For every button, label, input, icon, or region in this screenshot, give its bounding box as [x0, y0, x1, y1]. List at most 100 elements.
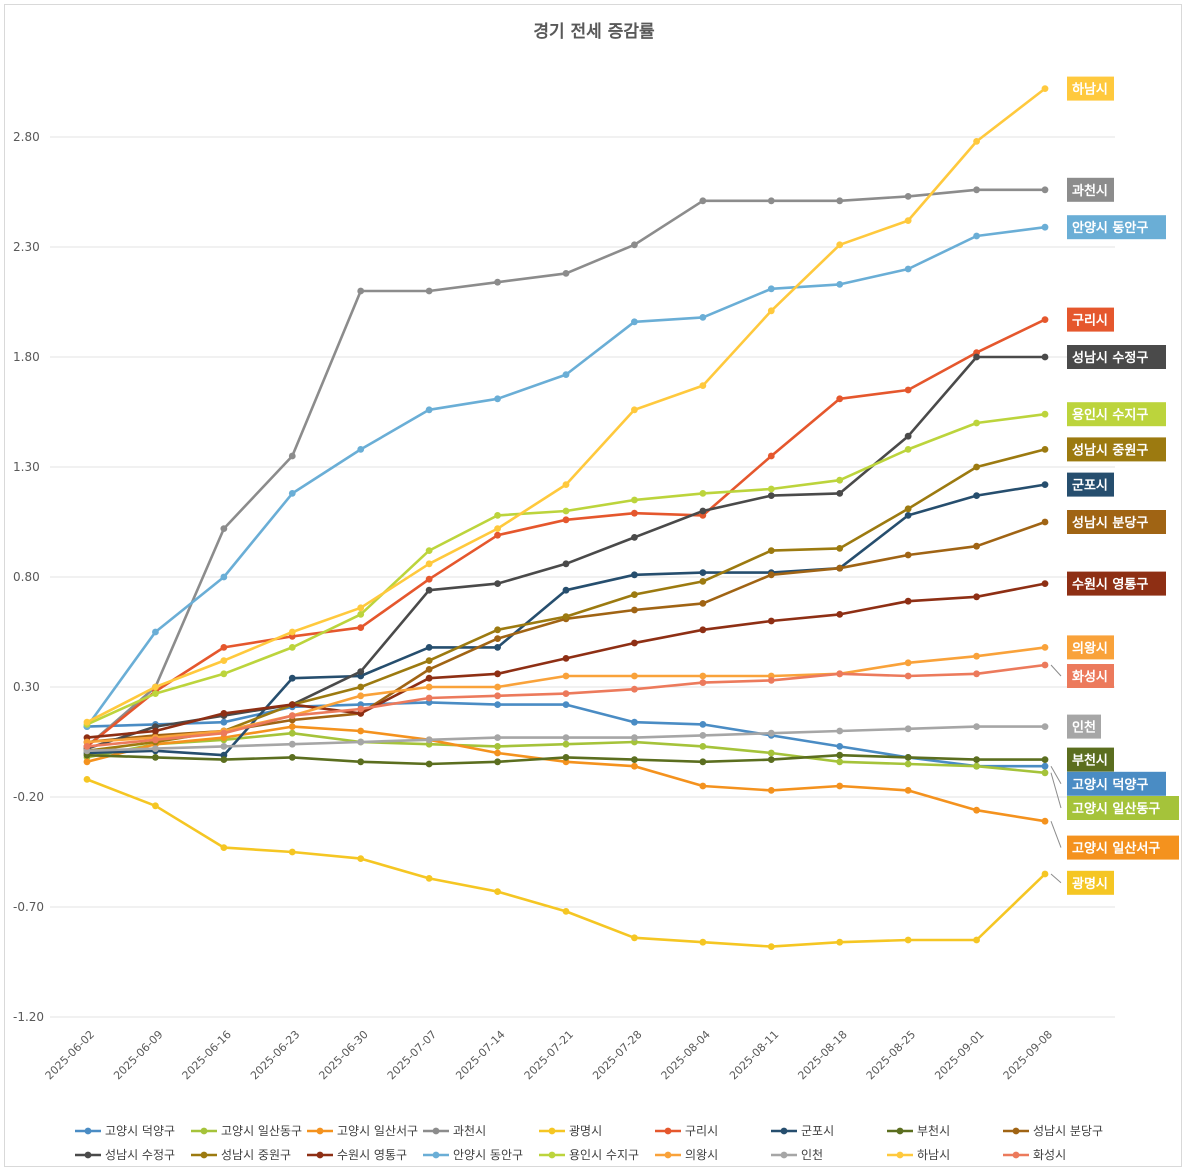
data-point: [699, 569, 707, 576]
legend-label: 고양시 일산서구: [337, 1124, 418, 1138]
data-point: [152, 727, 159, 735]
data-point: [904, 672, 912, 680]
legend-swatch-dot: [664, 1151, 672, 1159]
data-point: [1041, 316, 1049, 323]
data-point: [1041, 410, 1049, 418]
y-tick-label: 1.30: [13, 460, 40, 474]
label-leader-line: [1050, 664, 1062, 677]
series-8: [83, 518, 1049, 746]
end-label-box: [1067, 215, 1166, 240]
x-tick-label: 2025-06-09: [111, 1028, 165, 1082]
legend-item: 고양시 일산서구: [307, 1124, 418, 1138]
data-point: [631, 509, 638, 517]
data-point: [631, 591, 638, 598]
data-point: [904, 512, 912, 519]
data-point: [699, 758, 707, 766]
data-point: [767, 787, 775, 794]
chart-title: 경기 전세 증감률: [533, 22, 655, 42]
legend-item: 수원시 영통구: [307, 1148, 407, 1162]
data-point: [904, 217, 912, 225]
end-label-text: 고양시 덕양구: [1072, 777, 1148, 793]
legend-swatch-dot: [1012, 1127, 1020, 1135]
data-point: [836, 743, 844, 750]
data-point: [494, 395, 501, 403]
data-point: [904, 760, 912, 768]
data-point: [631, 718, 638, 726]
data-point: [767, 571, 775, 579]
legend-item: 성남시 중원구: [191, 1148, 291, 1162]
end-label-box: [1067, 664, 1114, 688]
end-label-text: 광명시: [1072, 876, 1108, 892]
data-point: [973, 419, 980, 427]
x-tick-label: 2025-09-01: [932, 1028, 986, 1082]
data-point: [425, 760, 433, 768]
end-label-text: 구리시: [1072, 313, 1108, 329]
legend-swatch-dot: [548, 1151, 556, 1159]
end-label-box: [1067, 307, 1114, 332]
data-point: [631, 241, 638, 249]
data-point: [494, 670, 501, 678]
data-point: [152, 745, 159, 752]
data-point: [494, 743, 501, 750]
data-point: [357, 727, 365, 735]
data-point: [631, 762, 638, 770]
series-line: [86, 355, 1045, 750]
legend-swatch-dot: [780, 1151, 788, 1159]
data-point: [357, 287, 365, 295]
end-label-box: [1067, 771, 1166, 796]
series-15: [83, 723, 1049, 755]
series-line: [86, 520, 1046, 744]
data-point: [494, 512, 501, 519]
data-point: [425, 875, 433, 882]
data-point: [288, 701, 296, 708]
data-point: [631, 934, 638, 942]
legend-label: 광명시: [569, 1124, 602, 1138]
legend-label: 성남시 중원구: [221, 1148, 291, 1162]
data-point: [904, 725, 912, 733]
data-point: [767, 617, 775, 625]
data-point: [767, 452, 775, 460]
data-point: [220, 670, 228, 678]
legend-swatch-dot: [664, 1127, 672, 1135]
data-point: [631, 571, 638, 579]
data-point: [562, 690, 570, 697]
legend-swatch-dot: [84, 1127, 92, 1135]
end-label-text: 과천시: [1072, 184, 1108, 199]
data-point: [562, 740, 570, 748]
data-point: [562, 270, 570, 277]
data-point: [425, 736, 433, 744]
data-point: [767, 492, 775, 499]
series-3: [83, 186, 1049, 750]
series-line: [86, 87, 1046, 724]
data-point: [494, 734, 501, 741]
data-point: [288, 754, 296, 761]
data-point: [767, 756, 775, 763]
data-point: [494, 531, 501, 539]
data-point: [904, 386, 912, 394]
data-point: [767, 547, 775, 554]
data-point: [494, 278, 501, 286]
data-point: [425, 644, 433, 651]
data-point: [973, 492, 980, 499]
end-label-text: 성남시 분당구: [1072, 515, 1148, 531]
data-point: [699, 679, 707, 686]
data-point: [767, 307, 775, 315]
data-point: [767, 749, 775, 757]
end-label-text: 용인시 수지구: [1072, 407, 1148, 423]
end-label-text: 의왕시: [1072, 640, 1108, 656]
data-point: [631, 734, 638, 741]
data-point: [836, 611, 844, 618]
legend-item: 구리시: [655, 1124, 718, 1138]
data-point: [83, 718, 91, 726]
legend-label: 의왕시: [685, 1148, 718, 1162]
legend-swatch-dot: [432, 1151, 440, 1159]
end-label-text: 군포시: [1072, 479, 1108, 494]
data-point: [425, 287, 433, 295]
data-point: [699, 938, 707, 946]
data-point: [904, 787, 912, 794]
data-point: [973, 936, 980, 944]
data-point: [220, 718, 228, 726]
data-point: [562, 655, 570, 662]
data-point: [1041, 85, 1049, 92]
data-point: [1041, 186, 1049, 194]
